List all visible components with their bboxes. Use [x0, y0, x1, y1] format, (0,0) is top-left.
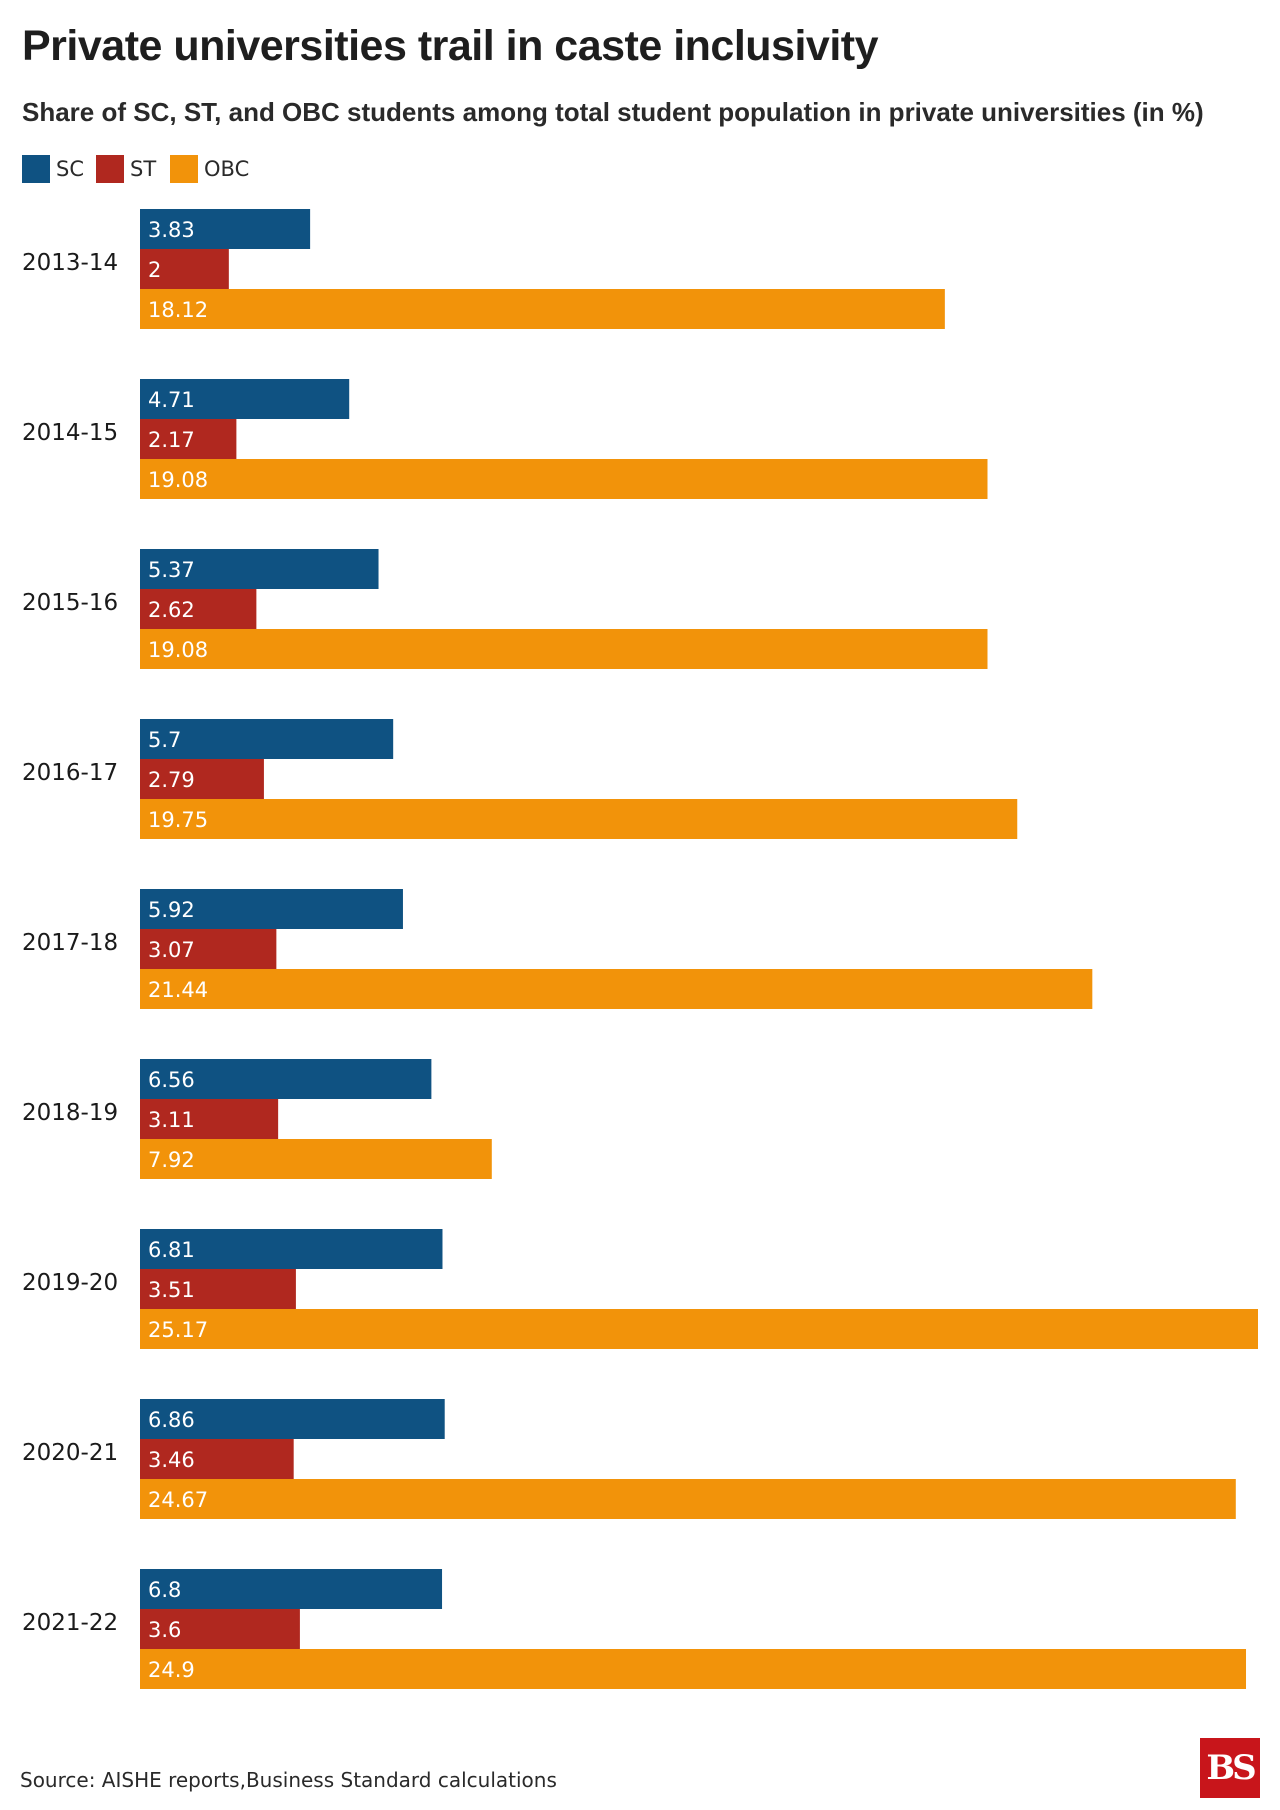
legend-label-sc: SC [56, 157, 84, 181]
bar-sc-2016-17 [140, 719, 394, 759]
data-label-sc-2013-14: 3.83 [148, 218, 195, 242]
bar-obc-2013-14 [140, 289, 945, 329]
bar-sc-2017-18 [140, 889, 403, 929]
bar-sc-2015-16 [140, 549, 379, 589]
bar-sc-2019-20 [140, 1229, 443, 1269]
bar-obc-2016-17 [140, 799, 1018, 839]
bar-chart: 2013-14 3.83 2 18.12 2014-15 4.71 2.17 19.08 201… [22, 209, 1258, 1689]
bar-st-2020-21 [140, 1439, 294, 1479]
category-label-2015-16: 2015-16 [22, 590, 118, 616]
bar-st-2019-20 [140, 1269, 296, 1309]
data-label-sc-2017-18: 5.92 [148, 898, 195, 922]
data-label-st-2018-19: 3.11 [148, 1108, 195, 1132]
data-label-obc-2020-21: 24.67 [148, 1488, 208, 1512]
legend-item-obc: OBC [170, 155, 249, 183]
data-label-sc-2021-22: 6.8 [148, 1578, 181, 1602]
bar-obc-2017-18 [140, 969, 1093, 1009]
data-label-obc-2021-22: 24.9 [148, 1658, 195, 1682]
category-label-2020-21: 2020-21 [22, 1440, 118, 1466]
data-label-sc-2020-21: 6.86 [148, 1408, 195, 1432]
legend-swatch-st [96, 155, 124, 183]
data-label-st-2021-22: 3.6 [148, 1618, 181, 1642]
bar-sc-2020-21 [140, 1399, 445, 1439]
bar-obc-2021-22 [140, 1649, 1247, 1689]
bar-st-2021-22 [140, 1609, 300, 1649]
legend-label-obc: OBC [204, 157, 250, 181]
bar-sc-2021-22 [140, 1569, 443, 1609]
business-standard-logo: BS [1200, 1738, 1260, 1798]
bar-obc-2020-21 [140, 1479, 1236, 1519]
category-label-2021-22: 2021-22 [22, 1610, 118, 1636]
data-label-sc-2015-16: 5.37 [148, 558, 195, 582]
data-label-obc-2017-18: 21.44 [148, 978, 208, 1002]
data-label-obc-2016-17: 19.75 [148, 808, 208, 832]
bar-st-2018-19 [140, 1099, 279, 1139]
category-label-2018-19: 2018-19 [22, 1100, 118, 1126]
data-label-sc-2018-19: 6.56 [148, 1068, 195, 1092]
data-label-obc-2019-20: 25.17 [148, 1318, 208, 1342]
legend-item-st: ST [96, 155, 156, 183]
legend-label-st: ST [130, 157, 157, 181]
category-label-2016-17: 2016-17 [22, 760, 118, 786]
bar-obc-2015-16 [140, 629, 988, 669]
data-label-st-2014-15: 2.17 [148, 428, 195, 452]
bar-obc-2018-19 [140, 1139, 492, 1179]
data-label-st-2013-14: 2 [148, 258, 161, 282]
data-label-st-2017-18: 3.07 [148, 938, 195, 962]
category-label-2019-20: 2019-20 [22, 1270, 118, 1296]
legend-swatch-sc [22, 155, 50, 183]
data-label-st-2016-17: 2.79 [148, 768, 195, 792]
data-label-obc-2013-14: 18.12 [148, 298, 208, 322]
bar-st-2014-15 [140, 419, 237, 459]
data-label-sc-2019-20: 6.81 [148, 1238, 195, 1262]
chart-subtitle: Share of SC, ST, and OBC students among … [22, 97, 1204, 127]
category-label-2014-15: 2014-15 [22, 420, 118, 446]
category-label-2013-14: 2013-14 [22, 250, 118, 276]
bar-st-2017-18 [140, 929, 277, 969]
bar-st-2013-14 [140, 249, 229, 289]
bar-st-2016-17 [140, 759, 264, 799]
data-label-st-2019-20: 3.51 [148, 1278, 195, 1302]
data-label-obc-2014-15: 19.08 [148, 468, 208, 492]
data-label-st-2020-21: 3.46 [148, 1448, 195, 1472]
data-label-obc-2015-16: 19.08 [148, 638, 208, 662]
category-label-2017-18: 2017-18 [22, 930, 118, 956]
source-note: Source: AISHE reports,Business Standard … [20, 1768, 557, 1792]
data-label-sc-2016-17: 5.7 [148, 728, 181, 752]
data-label-st-2015-16: 2.62 [148, 598, 195, 622]
bar-sc-2018-19 [140, 1059, 432, 1099]
bar-sc-2013-14 [140, 209, 311, 249]
data-label-obc-2018-19: 7.92 [148, 1148, 195, 1172]
legend-item-sc: SC [22, 155, 84, 183]
legend-swatch-obc [170, 155, 198, 183]
bar-obc-2019-20 [140, 1309, 1258, 1349]
bar-st-2015-16 [140, 589, 257, 629]
bar-obc-2014-15 [140, 459, 988, 499]
data-label-sc-2014-15: 4.71 [148, 388, 195, 412]
chart-title: Private universities trail in caste incl… [22, 22, 879, 70]
bar-sc-2014-15 [140, 379, 350, 419]
